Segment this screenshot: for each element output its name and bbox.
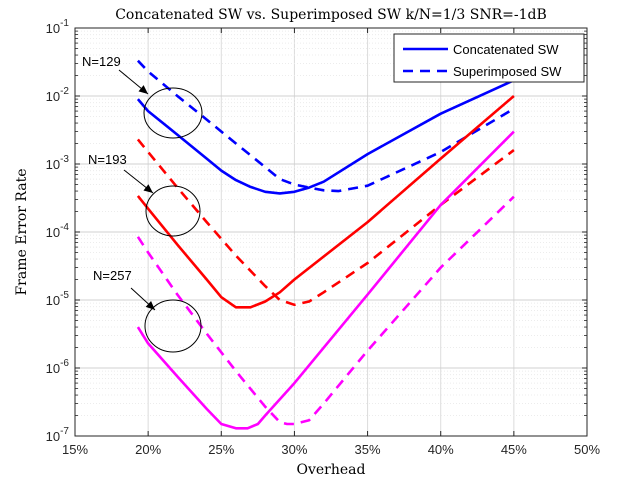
annotation-label: N=193	[88, 152, 127, 167]
y-tick-label-exponent: -5	[60, 290, 69, 301]
y-tick-label: 10-4	[46, 222, 70, 240]
y-tick-label-exponent: -1	[60, 18, 69, 29]
annotation-ellipse	[143, 87, 203, 139]
y-tick-label-exponent: -4	[60, 222, 69, 233]
legend-label: Concatenated SW	[453, 42, 559, 57]
chart-title: Concatenated SW vs. Superimposed SW k/N=…	[115, 7, 547, 23]
legend-box	[393, 33, 585, 83]
annotations: N=129 N=193 N=257	[82, 54, 203, 353]
annotation-arrowhead	[138, 85, 148, 94]
x-tick-label: 45%	[501, 442, 527, 457]
x-tick-label: 35%	[355, 442, 381, 457]
y-tick-label: 10-1	[46, 18, 70, 36]
grid	[75, 28, 587, 436]
y-tick-label-exponent: -7	[60, 426, 69, 437]
x-tick-label: 25%	[208, 442, 234, 457]
y-tick-label: 10-7	[46, 426, 70, 444]
y-tick-label-base: 10	[46, 21, 60, 36]
y-tick-label-exponent: -3	[60, 154, 69, 165]
x-tick-label: 20%	[135, 442, 161, 457]
y-tick-label-base: 10	[46, 293, 60, 308]
series-layer	[136, 59, 515, 430]
annotation-label: N=129	[82, 54, 121, 69]
x-tick-label: 40%	[428, 442, 454, 457]
series-line-n129-superimposed	[136, 59, 515, 193]
series-line-n257-concatenated	[136, 130, 515, 430]
x-axis-label: Overhead	[297, 462, 366, 478]
y-tick-label: 10-5	[46, 290, 70, 308]
annotation-arrowhead	[143, 184, 153, 193]
axis-ticks: 15% 20% 25% 30% 35% 40% 45% 50%10-110-210-310-4…	[46, 18, 601, 457]
y-tick-label: 10-3	[46, 154, 70, 172]
y-tick-label-base: 10	[46, 225, 60, 240]
annotation-arrowhead	[145, 300, 155, 310]
legend-label: Superimposed SW	[453, 64, 562, 79]
y-tick-label-base: 10	[46, 361, 60, 376]
y-tick-label: 10-6	[46, 358, 70, 376]
annotation-ellipse	[144, 299, 202, 353]
y-axis-label: Frame Error Rate	[14, 168, 30, 295]
x-tick-label: 30%	[281, 442, 307, 457]
series-line-n193-superimposed	[136, 138, 515, 307]
series-line-n257-superimposed	[136, 195, 515, 426]
annotation-label: N=257	[93, 268, 132, 283]
x-tick-label: 15%	[62, 442, 88, 457]
series-line-n193-concatenated	[136, 95, 515, 309]
y-tick-label-base: 10	[46, 157, 60, 172]
x-tick-label: 50%	[574, 442, 600, 457]
y-tick-label-exponent: -6	[60, 358, 69, 369]
legend: Concatenated SW Superimposed SW	[393, 33, 585, 83]
y-tick-label: 10-2	[46, 86, 70, 104]
y-tick-label-exponent: -2	[60, 86, 69, 97]
series-line-n129-concatenated	[136, 79, 515, 195]
y-tick-label-base: 10	[46, 429, 60, 444]
annotation-ellipse	[145, 185, 201, 237]
y-tick-label-base: 10	[46, 89, 60, 104]
